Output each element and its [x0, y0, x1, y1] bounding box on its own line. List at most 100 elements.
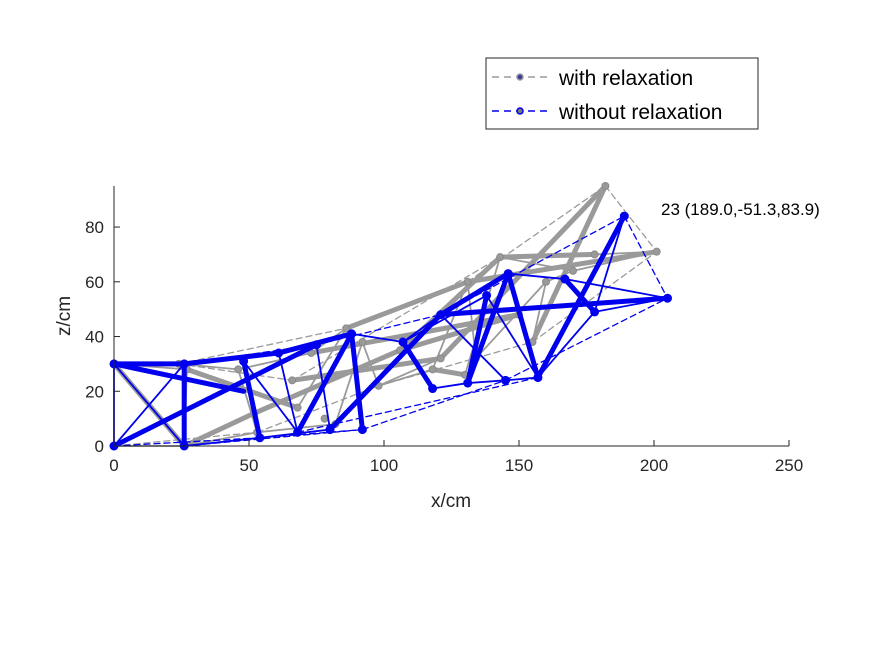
series-without-relaxation	[109, 211, 672, 451]
with-relaxation-dashed-member	[377, 341, 534, 387]
without-relaxation-thick-member	[465, 292, 490, 386]
without-relaxation-node	[428, 384, 438, 394]
x-tick-label: 150	[505, 456, 533, 475]
without-relaxation-node	[179, 359, 189, 369]
without-relaxation-thick-member	[562, 276, 598, 315]
y-tick-label: 20	[85, 382, 104, 401]
with-relaxation-node	[590, 250, 599, 259]
x-tick-label: 250	[775, 456, 803, 475]
without-relaxation-node	[590, 307, 600, 317]
x-tick-label: 50	[240, 456, 259, 475]
with-relaxation-thin-member	[296, 327, 348, 409]
without-relaxation-thick-member	[400, 339, 436, 392]
with-relaxation-dashed-member	[178, 327, 347, 365]
without-relaxation-dashed-member	[361, 379, 507, 431]
with-relaxation-dashed-member	[531, 251, 658, 343]
without-relaxation-thin-member	[504, 376, 539, 382]
with-relaxation-node	[234, 365, 243, 374]
with-relaxation-node	[569, 266, 577, 275]
with-relaxation-thin-member	[545, 269, 574, 283]
y-tick-label: 40	[85, 328, 104, 347]
with-relaxation-thick-member	[430, 366, 468, 378]
y-tick-label: 0	[95, 437, 104, 456]
with-relaxation-node	[542, 277, 550, 286]
without-relaxation-thick-member	[505, 271, 541, 381]
legend-label-with-relaxation: with relaxation	[558, 67, 693, 90]
with-relaxation-node	[358, 338, 367, 346]
without-relaxation-thin-member	[564, 278, 669, 300]
without-relaxation-node	[503, 269, 513, 279]
with-relaxation-thick-member	[497, 251, 598, 260]
without-relaxation-node	[560, 274, 570, 284]
with-relaxation-node	[463, 277, 472, 286]
without-relaxation-node	[463, 378, 473, 388]
without-relaxation-node	[274, 348, 284, 358]
without-relaxation-thick-member	[181, 350, 282, 367]
y-axis-label: z/cm	[54, 296, 75, 336]
without-relaxation-thin-member	[507, 272, 566, 280]
legend-marker-with-relaxation	[516, 73, 524, 81]
without-relaxation-thick-member	[349, 331, 365, 433]
without-relaxation-thick-member	[295, 331, 355, 435]
y-tick-label: 80	[85, 218, 104, 237]
without-relaxation-node	[325, 425, 335, 435]
without-relaxation-thin-member	[350, 332, 404, 343]
without-relaxation-thick-member	[241, 358, 263, 441]
with-relaxation-thin-member	[183, 431, 259, 447]
without-relaxation-node	[255, 433, 265, 443]
legend: with relaxation without relaxation	[485, 57, 759, 130]
with-relaxation-dashed-member	[178, 363, 293, 381]
without-relaxation-node	[357, 425, 367, 435]
without-relaxation-node	[398, 337, 408, 347]
series-layer	[109, 182, 672, 451]
without-relaxation-node	[533, 373, 543, 383]
without-relaxation-thin-member	[113, 362, 186, 447]
with-relaxation-node	[342, 324, 351, 333]
without-relaxation-node	[239, 356, 249, 366]
without-relaxation-thin-member	[466, 379, 507, 384]
without-relaxation-thick-member	[438, 295, 670, 318]
without-relaxation-thin-member	[537, 310, 596, 379]
without-relaxation-thick-member	[465, 271, 511, 386]
with-relaxation-node	[428, 365, 437, 374]
with-relaxation-dashed-member	[256, 385, 380, 433]
with-relaxation-node	[293, 403, 302, 412]
without-relaxation-thin-member	[593, 215, 626, 313]
legend-entry-with-relaxation: with relaxation	[492, 67, 693, 90]
without-relaxation-thin-member	[242, 360, 299, 434]
legend-box	[485, 57, 759, 130]
without-relaxation-thin-member	[401, 294, 488, 343]
without-relaxation-node	[293, 427, 303, 437]
with-relaxation-thin-member	[377, 357, 442, 387]
without-relaxation-dashed-member	[113, 437, 261, 447]
with-relaxation-node	[288, 376, 297, 385]
without-relaxation-dashed-member	[623, 215, 669, 299]
with-relaxation-dashed-member	[467, 185, 607, 283]
x-axis-label: x/cm	[431, 491, 471, 512]
without-relaxation-node	[501, 375, 510, 385]
with-relaxation-thin-member	[474, 280, 547, 360]
axes-layer	[113, 186, 789, 447]
with-relaxation-thick-member	[181, 410, 257, 449]
legend-label-without-relaxation: without relaxation	[558, 101, 722, 124]
without-relaxation-thick-member	[111, 342, 319, 449]
with-relaxation-thin-member	[334, 341, 364, 426]
with-relaxation-thick-member	[343, 279, 471, 331]
without-relaxation-thick-member	[327, 312, 444, 433]
x-tick-label: 0	[109, 456, 118, 475]
y-tick-label: 60	[85, 273, 104, 292]
with-relaxation-dashed-member	[604, 185, 658, 253]
without-relaxation-thick-member	[438, 271, 511, 318]
with-relaxation-thick-member	[530, 183, 608, 345]
legend-marker-without-relaxation	[516, 107, 524, 115]
x-tick-label: 100	[370, 456, 398, 475]
without-relaxation-node	[347, 329, 357, 339]
without-relaxation-node	[619, 211, 629, 221]
without-relaxation-thin-member	[277, 352, 299, 434]
series-with-relaxation	[110, 182, 661, 450]
with-relaxation-node	[496, 253, 505, 262]
without-relaxation-thick-member	[111, 361, 247, 394]
with-relaxation-node	[601, 182, 610, 190]
without-relaxation-node	[482, 290, 492, 300]
